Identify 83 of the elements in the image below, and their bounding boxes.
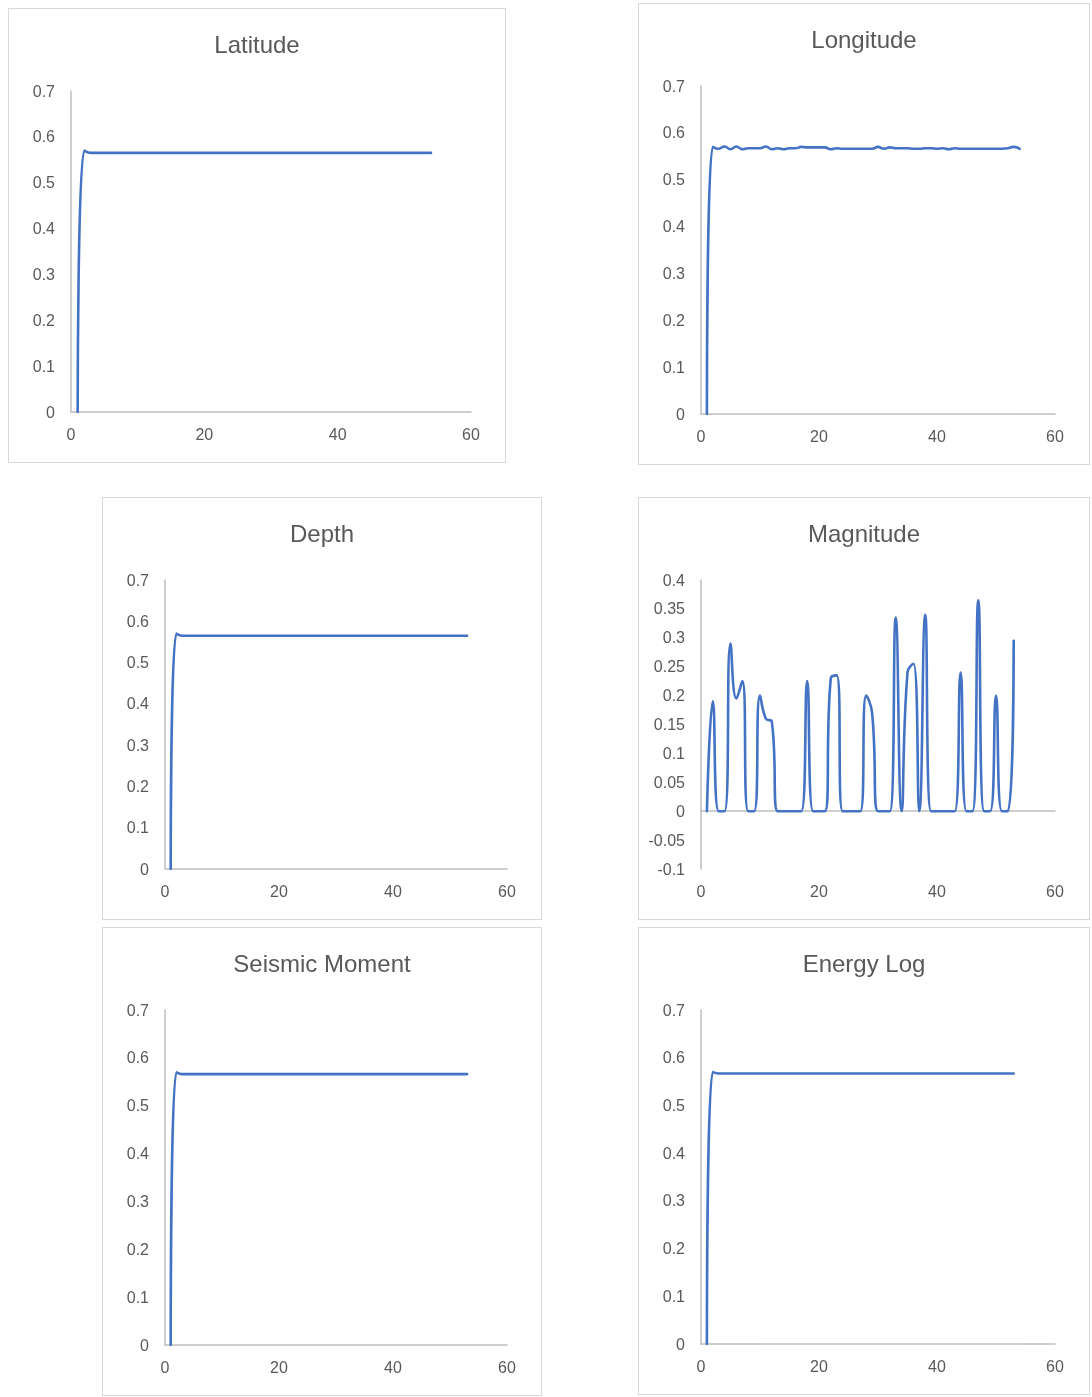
x-tick-label: 20	[810, 882, 828, 900]
x-tick-label: 60	[462, 425, 480, 443]
y-tick-label: 0.5	[662, 171, 686, 189]
y-tick-label: 0.6	[126, 1049, 150, 1067]
y-tick-label: 0.7	[662, 1001, 686, 1019]
y-tick-label: 0.4	[662, 1144, 686, 1162]
x-tick-label: 0	[696, 427, 706, 445]
x-tick-label: 20	[270, 882, 288, 900]
line-series	[705, 598, 1015, 813]
y-tick-label: 0.3	[662, 629, 686, 647]
x-tick-label: 0	[696, 882, 706, 900]
y-tick-label: 0	[46, 403, 56, 421]
x-tick-label: 20	[810, 427, 828, 445]
y-tick-label: 0.4	[662, 571, 686, 589]
y-tick-label: 0.15	[653, 716, 686, 733]
y-tick-label: 0.35	[653, 600, 686, 618]
chart-title: Depth	[289, 519, 355, 547]
y-tick-label: 0.5	[662, 1096, 686, 1114]
chart-title: Seismic Moment	[233, 949, 412, 977]
x-tick-label: 40	[928, 427, 946, 445]
y-tick-label: -0.05	[648, 831, 686, 849]
y-tick-label: -0.1	[657, 860, 686, 878]
x-tick-label: 40	[928, 882, 946, 900]
y-tick-label: 0.1	[126, 1288, 150, 1306]
x-tick-label: 60	[498, 882, 516, 900]
y-tick-label: 0.4	[32, 220, 56, 238]
x-tick-label: 0	[696, 1357, 706, 1375]
x-tick-label: 60	[1046, 1357, 1064, 1375]
y-tick-label: 0.4	[662, 218, 686, 236]
y-tick-label: 0.6	[662, 124, 686, 142]
x-tick-label: 20	[810, 1357, 828, 1375]
y-tick-label: 0.4	[126, 695, 150, 713]
y-tick-label: 0.3	[126, 1192, 150, 1210]
x-tick-label: 0	[66, 425, 76, 443]
y-tick-label: 0.1	[662, 358, 686, 376]
y-tick-label: 0	[676, 405, 686, 423]
y-tick-label: 0.1	[32, 357, 56, 375]
y-tick-label: 0.2	[662, 311, 686, 329]
chart-title: Magnitude	[807, 519, 921, 547]
y-tick-label: 0	[676, 1335, 686, 1353]
y-tick-label: 0.3	[662, 1192, 686, 1210]
y-tick-label: 0.1	[126, 819, 150, 837]
y-tick-label: 0.2	[126, 1240, 150, 1258]
y-tick-label: 0	[140, 860, 150, 878]
x-tick-label: 60	[1046, 882, 1064, 900]
x-tick-label: 40	[928, 1357, 946, 1375]
x-tick-label: 60	[1046, 427, 1064, 445]
y-tick-label: 0.7	[662, 77, 686, 95]
y-tick-label: 0.4	[126, 1145, 150, 1163]
line-series	[705, 145, 1021, 416]
y-tick-label: 0.5	[32, 174, 56, 192]
chart-title: Longitude	[811, 25, 917, 53]
y-tick-label: 0.7	[126, 1001, 150, 1019]
y-tick-label: 0.1	[662, 744, 686, 762]
y-tick-label: 0.2	[32, 311, 56, 329]
x-tick-label: 20	[270, 1358, 288, 1376]
y-tick-label: 0	[676, 802, 686, 820]
y-tick-label: 0.3	[662, 264, 686, 282]
chart-title: Latitude	[214, 30, 300, 58]
y-tick-label: 0.6	[126, 612, 150, 630]
x-tick-label: 40	[328, 425, 347, 443]
y-tick-label: 0.5	[126, 654, 150, 672]
x-tick-label: 0	[160, 1358, 170, 1376]
y-tick-label: 0.6	[662, 1049, 686, 1067]
y-tick-label: 0.3	[126, 736, 150, 754]
x-tick-label: 0	[160, 882, 170, 900]
y-tick-label: 0.7	[126, 571, 150, 589]
y-tick-label: 0.5	[126, 1097, 150, 1115]
y-tick-label: 0.05	[653, 773, 686, 791]
chart-title: Energy Log	[802, 949, 926, 977]
x-tick-label: 60	[498, 1358, 516, 1376]
x-tick-label: 40	[384, 1358, 402, 1376]
y-tick-label: 0.2	[126, 777, 150, 795]
y-tick-label: 0.2	[662, 687, 686, 705]
y-tick-label: 0.1	[662, 1287, 686, 1305]
y-tick-label: 0.7	[32, 82, 56, 100]
y-tick-label: 0	[140, 1336, 150, 1354]
y-tick-label: 0.2	[662, 1240, 686, 1258]
x-tick-label: 20	[195, 425, 214, 443]
y-tick-label: 0.3	[32, 265, 56, 283]
x-tick-label: 40	[384, 882, 402, 900]
y-tick-label: 0.25	[653, 658, 686, 676]
y-tick-label: 0.6	[32, 128, 56, 146]
